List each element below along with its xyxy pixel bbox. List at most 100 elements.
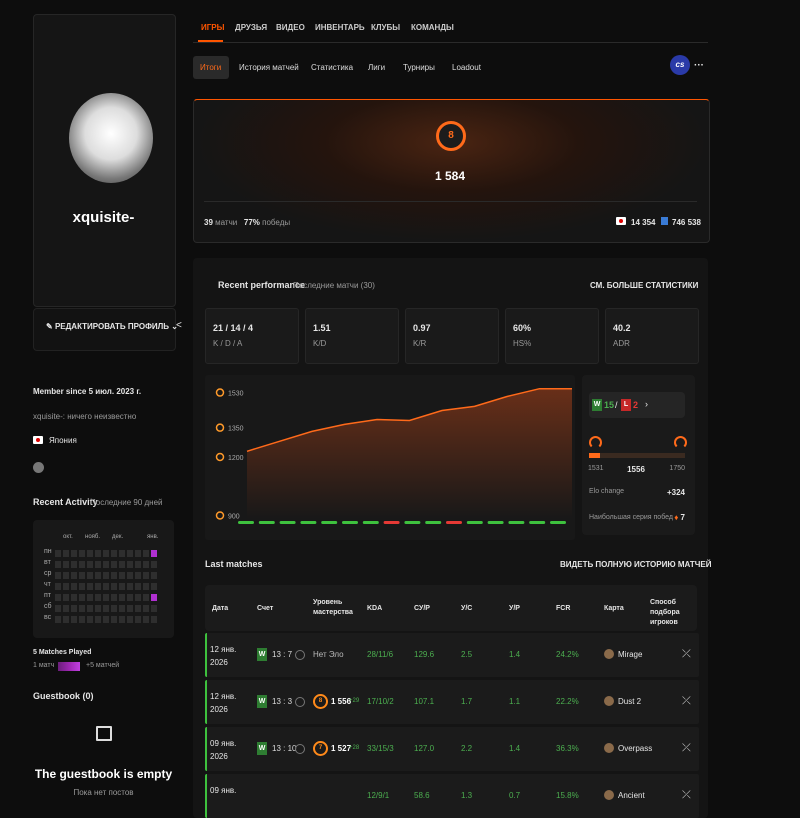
edit-profile-button[interactable]: ✎ РЕДАКТИРОВАТЬ ПРОФИЛЬ ⌄ [46,322,178,331]
match-date: 09 янв. [210,786,237,795]
heat-cell [79,572,85,579]
heat-cell [111,616,117,623]
more-stats-link[interactable]: СМ. БОЛЬШЕ СТАТИСТИКИ [590,281,699,290]
adr: 107.1 [414,697,435,706]
score: 13 : 7 [272,650,293,659]
steam-icon[interactable] [33,462,44,473]
heat-cell [119,616,125,623]
nav-tab[interactable]: ДРУЗЬЯ [235,23,268,32]
adr: 58.6 [414,791,430,800]
heat-cell [103,583,109,590]
guestbook-empty-text: Пока нет постов [73,788,134,797]
column-header: Дата [212,605,229,612]
heat-cell [127,605,133,612]
heat-cell [79,583,85,590]
activity-summary: 5 Matches Played [33,649,92,656]
heat-cell [143,572,149,579]
kd: 1.3 [461,791,473,800]
fire-icon: ♦ [674,513,679,522]
row-level-badge: 7 [313,741,328,756]
match-row[interactable] [205,727,699,771]
match-row[interactable] [205,680,699,724]
flag-icon [616,217,626,225]
heat-cell [127,550,133,557]
matches-link[interactable]: ВИДЕТЬ ПОЛНУЮ ИСТОРИЮ МАТЧЕЙ [560,560,712,569]
losses: 2 [633,400,639,410]
weekday-label: пт [44,592,51,599]
result-segment [258,521,275,524]
wl-chevron[interactable]: › [645,399,648,409]
level-divider [204,201,697,202]
result-segment [321,521,338,524]
matches: 39 [204,218,213,227]
map-name: Overpass [618,744,653,753]
heat-cell [135,561,141,568]
sub-tab[interactable]: История матчей [239,63,299,72]
heat-cell [135,572,141,579]
sub-tab[interactable]: Турниры [403,63,435,72]
heat-cell [111,550,117,557]
sub-tab[interactable]: Лиги [368,63,386,72]
heat-cell [71,572,77,579]
fcr: 24.2% [556,650,579,659]
weekday-label: чт [44,581,51,588]
heat-cell [55,561,61,568]
stat-box [605,308,699,364]
column-header: СУ/Р [414,605,430,612]
score: 13 : 10 [272,744,297,753]
heat-cell [111,572,117,579]
heat-cell [151,550,157,557]
nav-tab[interactable]: ВИДЕО [276,23,305,32]
page: Profile {"nav":{"tabs":["ИГРЫ","ДРУЗЬЯ",… [33,14,712,818]
sub-tab[interactable]: Статистика [311,63,354,72]
stat-value: 21 / 14 / 4 [213,323,254,333]
match-row[interactable] [205,633,699,677]
result-segment [404,521,421,524]
more-menu[interactable]: ··· [694,60,704,71]
heat-cell [63,616,69,623]
heat-cell [71,561,77,568]
sub-tab[interactable]: Итоги [200,63,222,72]
legend-min: 1 матч [33,662,55,669]
active-tab-underline [198,40,223,42]
win-badge: W [592,399,602,411]
score: 13 : 3 [272,697,293,706]
matchmaking-icon: ⤫ [682,789,691,801]
share-icon[interactable]: < [176,320,182,331]
streak-label: Наибольшая серия побед [589,514,673,521]
elo-progress [589,453,685,458]
matches-label: матчи [215,218,238,227]
nav-tab[interactable]: ИГРЫ [201,23,225,32]
result-segment [279,521,296,524]
page-body: xquisite- ✎ РЕДАКТИРОВАТЬ ПРОФИЛЬ ⌄ < Me… [33,14,712,818]
map-icon [604,696,614,706]
heat-cell [143,594,149,601]
kd: 1.7 [461,697,473,706]
nav-tab[interactable]: КЛУБЫ [371,23,401,32]
sub-tab[interactable]: Loadout [452,63,481,72]
edit-label: РЕДАКТИРОВАТЬ ПРОФИЛЬ [54,322,170,331]
stat-label: HS% [513,339,532,348]
result-segment [425,521,442,524]
heat-cell [63,572,69,579]
level-badge: 8 [436,121,466,151]
result-segment [238,521,254,524]
nav-tab[interactable]: КОМАНДЫ [411,23,454,32]
heat-cell [135,605,141,612]
tick-icon [215,388,225,397]
map-name: Mirage [618,650,643,659]
nav-tab[interactable]: ИНВЕНТАРЬ [315,23,365,32]
activity-title: Recent Activity [33,497,98,507]
lobby-icon [295,650,305,660]
heat-cell [119,594,125,601]
result-badge: W [257,742,267,755]
heat-cell [95,550,101,557]
kd: 2.5 [461,650,473,659]
game-badge[interactable]: cs [670,55,690,75]
heat-cell [103,605,109,612]
heat-cell [143,561,149,568]
heat-cell [119,605,125,612]
heat-cell [63,561,69,568]
heat-cell [111,583,117,590]
elo-change-label: Elo change [589,488,625,495]
